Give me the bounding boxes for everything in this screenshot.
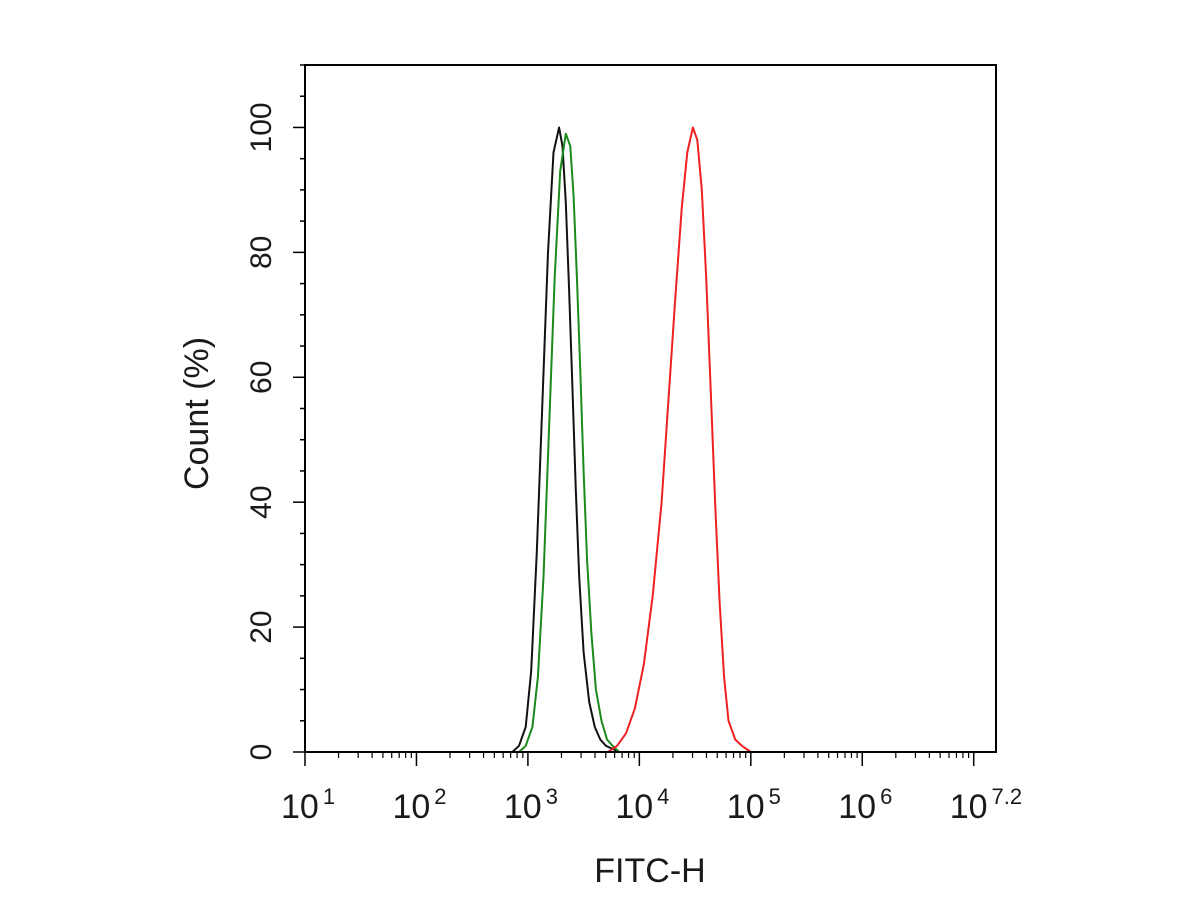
x-axis-label: FITC-H [594,852,705,890]
series-line-1 [511,126,626,753]
y-tick-label: 60 [245,361,278,394]
y-tick-label: 80 [245,236,278,269]
x-tick-label: 10 4 [615,784,669,826]
y-axis-label: Count (%) [178,337,216,490]
series-lines [511,126,760,753]
x-tick-label: 10 1 [281,784,335,826]
tick-marks [293,64,975,766]
y-tick-labels: 0 20 40 60 80 100 [245,102,278,760]
x-tick-label: 10 2 [392,784,446,826]
series-line-3 [607,126,760,753]
y-tick-label: 0 [245,744,278,761]
x-tick-labels: 10 1 10 2 10 3 10 4 10 5 10 6 10 7.2 [281,784,1022,826]
y-tick-label: 40 [245,485,278,518]
x-tick-label: 10 6 [838,784,892,826]
y-tick-label: 100 [245,102,278,152]
x-tick-label: 10 7.2 [950,784,1022,826]
y-tick-label: 20 [245,610,278,643]
x-tick-label: 10 3 [504,784,558,826]
series-line-2 [518,132,626,753]
plot-frame [304,64,997,753]
x-tick-label: 10 5 [727,784,781,826]
